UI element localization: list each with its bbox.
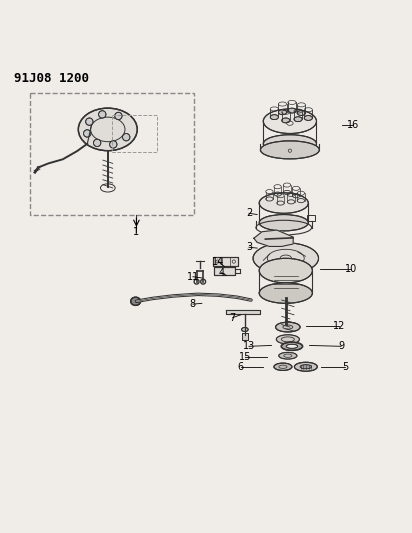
Text: 11: 11 — [187, 272, 199, 282]
Circle shape — [122, 133, 130, 141]
Text: 5: 5 — [342, 362, 348, 372]
Ellipse shape — [259, 283, 312, 303]
Text: 12: 12 — [333, 321, 345, 331]
Ellipse shape — [297, 110, 305, 116]
Ellipse shape — [279, 110, 287, 115]
Ellipse shape — [78, 108, 137, 151]
Ellipse shape — [131, 297, 140, 305]
Circle shape — [94, 139, 101, 147]
Bar — [213, 257, 238, 265]
Ellipse shape — [279, 352, 297, 359]
Ellipse shape — [263, 135, 316, 153]
Circle shape — [86, 118, 93, 125]
Bar — [307, 215, 315, 222]
Bar — [214, 268, 235, 274]
Bar — [241, 333, 248, 340]
Ellipse shape — [263, 109, 316, 133]
Circle shape — [110, 141, 117, 148]
Bar — [241, 333, 248, 340]
Ellipse shape — [294, 117, 302, 122]
Ellipse shape — [276, 322, 300, 332]
Text: 91J08 1200: 91J08 1200 — [14, 72, 89, 85]
Ellipse shape — [300, 365, 311, 369]
Text: 10: 10 — [345, 263, 357, 273]
Text: 13: 13 — [243, 341, 255, 351]
Text: 9: 9 — [338, 341, 344, 351]
Ellipse shape — [304, 116, 312, 120]
Text: 3: 3 — [246, 243, 252, 252]
Text: 16: 16 — [347, 120, 359, 130]
Bar — [214, 268, 235, 274]
Circle shape — [84, 130, 91, 137]
Bar — [222, 257, 230, 265]
Polygon shape — [227, 310, 260, 314]
Ellipse shape — [259, 193, 308, 213]
Text: 2: 2 — [246, 208, 252, 219]
Ellipse shape — [260, 141, 319, 159]
Ellipse shape — [286, 344, 297, 349]
Ellipse shape — [295, 362, 317, 372]
Ellipse shape — [281, 342, 302, 350]
Ellipse shape — [259, 214, 308, 231]
Ellipse shape — [270, 115, 279, 119]
Text: 14: 14 — [212, 256, 225, 266]
Bar — [213, 257, 238, 265]
Text: 1: 1 — [133, 227, 140, 237]
Text: 15: 15 — [239, 352, 251, 361]
Polygon shape — [254, 230, 293, 246]
Circle shape — [98, 111, 106, 118]
Ellipse shape — [259, 259, 312, 283]
Ellipse shape — [241, 327, 248, 332]
Ellipse shape — [276, 335, 299, 344]
Ellipse shape — [253, 243, 318, 274]
Text: 4: 4 — [218, 268, 225, 278]
Circle shape — [115, 112, 122, 119]
Text: 6: 6 — [238, 362, 244, 372]
Ellipse shape — [288, 108, 296, 113]
Ellipse shape — [274, 363, 292, 370]
Text: 7: 7 — [229, 313, 236, 322]
Ellipse shape — [282, 118, 290, 123]
Text: 8: 8 — [190, 299, 196, 309]
